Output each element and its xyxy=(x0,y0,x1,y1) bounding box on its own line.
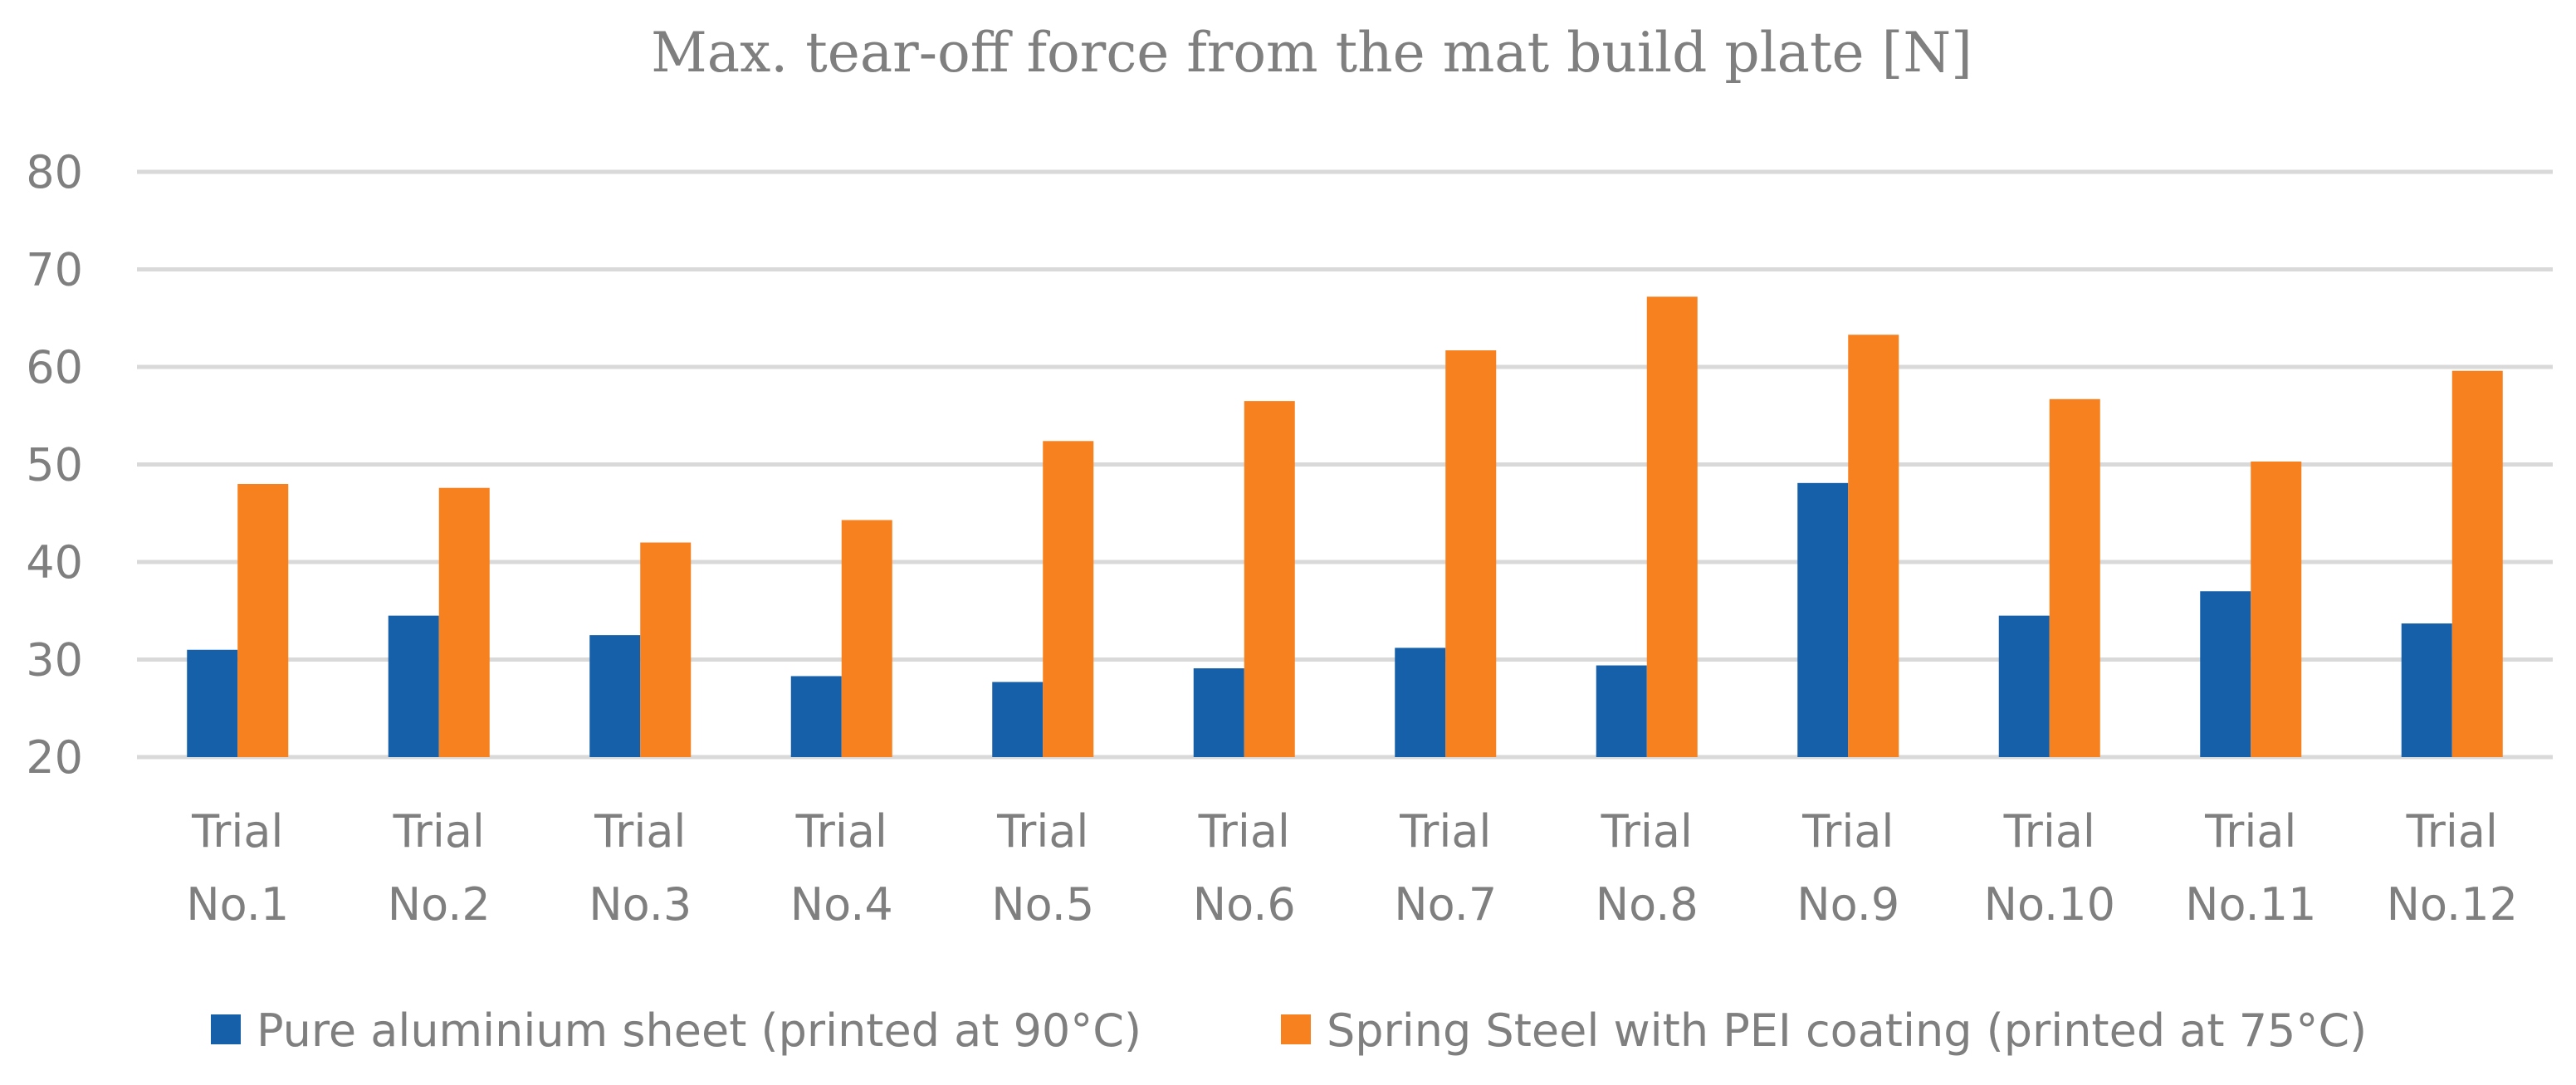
bar-series2-trial-8 xyxy=(1646,296,1698,757)
bar-series1-trial-10 xyxy=(1998,615,2050,757)
bar-series1-trial-6 xyxy=(1193,668,1244,757)
legend-label-series1: Pure aluminium sheet (printed at 90°C) xyxy=(257,1004,1141,1057)
x-tick-label-line2: No.10 xyxy=(1984,878,2115,931)
x-tick-label-line1: Trial xyxy=(2003,805,2095,858)
x-axis-ticks: Trial No.1 Trial No.2 Trial No.3 Trial No.4 Tria… xyxy=(186,805,2518,931)
x-tick-label-line1: Trial xyxy=(393,805,485,858)
bar-series2-trial-9 xyxy=(1848,335,1899,757)
x-tick-label-line1: Trial xyxy=(1601,805,1693,858)
y-tick-label: 20 xyxy=(26,731,83,784)
bar-series1-trial-7 xyxy=(1395,648,1446,757)
x-tick-label-line2: No.11 xyxy=(2185,878,2316,931)
y-tick-label: 30 xyxy=(26,634,83,687)
y-axis-ticks: 20 30 40 50 60 70 80 xyxy=(26,146,83,784)
x-tick-label-line2: No.6 xyxy=(1193,878,1296,931)
gridlines xyxy=(137,169,2553,760)
bar-series2-trial-11 xyxy=(2251,461,2302,757)
bar-series2-trial-2 xyxy=(438,487,490,757)
x-tick-label-line1: Trial xyxy=(2406,805,2498,858)
x-tick-label-line2: No.7 xyxy=(1394,878,1497,931)
bar-series1-trial-2 xyxy=(388,615,439,757)
x-tick-label-line1: Trial xyxy=(795,805,887,858)
x-tick-label-line2: No.2 xyxy=(388,878,491,931)
x-tick-label-line1: Trial xyxy=(2204,805,2296,858)
x-tick-label-line2: No.1 xyxy=(186,878,289,931)
bar-series2-trial-7 xyxy=(1445,350,1497,757)
x-tick-label-line2: No.12 xyxy=(2387,878,2518,931)
x-tick-label-line1: Trial xyxy=(594,805,686,858)
y-tick-label: 70 xyxy=(26,244,83,296)
bar-series2-trial-1 xyxy=(237,484,289,757)
bar-series2-trial-5 xyxy=(1043,441,1094,757)
bar-series1-trial-11 xyxy=(2200,591,2251,757)
bar-series1-trial-9 xyxy=(1797,482,1849,757)
y-tick-label: 50 xyxy=(26,439,83,491)
bar-series1-trial-12 xyxy=(2401,623,2452,757)
bar-series2-trial-4 xyxy=(841,520,892,757)
x-tick-label-line1: Trial xyxy=(1801,805,1894,858)
legend: Pure aluminium sheet (printed at 90°C) Sp… xyxy=(211,1004,2367,1057)
bar-series2-trial-6 xyxy=(1244,401,1295,757)
bar-series2-trial-10 xyxy=(2049,398,2100,757)
x-tick-label-line2: No.3 xyxy=(589,878,692,931)
bars xyxy=(187,296,2503,757)
legend-swatch-series1 xyxy=(211,1014,241,1044)
x-tick-label-line2: No.4 xyxy=(790,878,893,931)
x-tick-label-line2: No.9 xyxy=(1796,878,1899,931)
x-tick-label-line2: No.8 xyxy=(1596,878,1699,931)
bar-series1-trial-5 xyxy=(992,682,1044,757)
x-tick-label-line1: Trial xyxy=(1198,805,1290,858)
y-tick-label: 40 xyxy=(26,536,83,589)
bar-series1-trial-1 xyxy=(187,649,238,757)
bar-series1-trial-8 xyxy=(1596,665,1647,757)
x-tick-label-line1: Trial xyxy=(1399,805,1491,858)
x-tick-label-line1: Trial xyxy=(996,805,1088,858)
x-tick-label-line1: Trial xyxy=(191,805,283,858)
legend-label-series2: Spring Steel with PEI coating (printed a… xyxy=(1327,1004,2367,1057)
legend-swatch-series2 xyxy=(1281,1014,1311,1044)
y-tick-label: 80 xyxy=(26,146,83,198)
bar-series2-trial-3 xyxy=(640,542,692,757)
bar-series1-trial-4 xyxy=(790,676,842,757)
x-tick-label-line2: No.5 xyxy=(991,878,1094,931)
bar-series2-trial-12 xyxy=(2451,370,2503,757)
bar-series1-trial-3 xyxy=(589,635,641,757)
chart-title: Max. tear-off force from the mat build p… xyxy=(651,21,1972,85)
y-tick-label: 60 xyxy=(26,341,83,393)
